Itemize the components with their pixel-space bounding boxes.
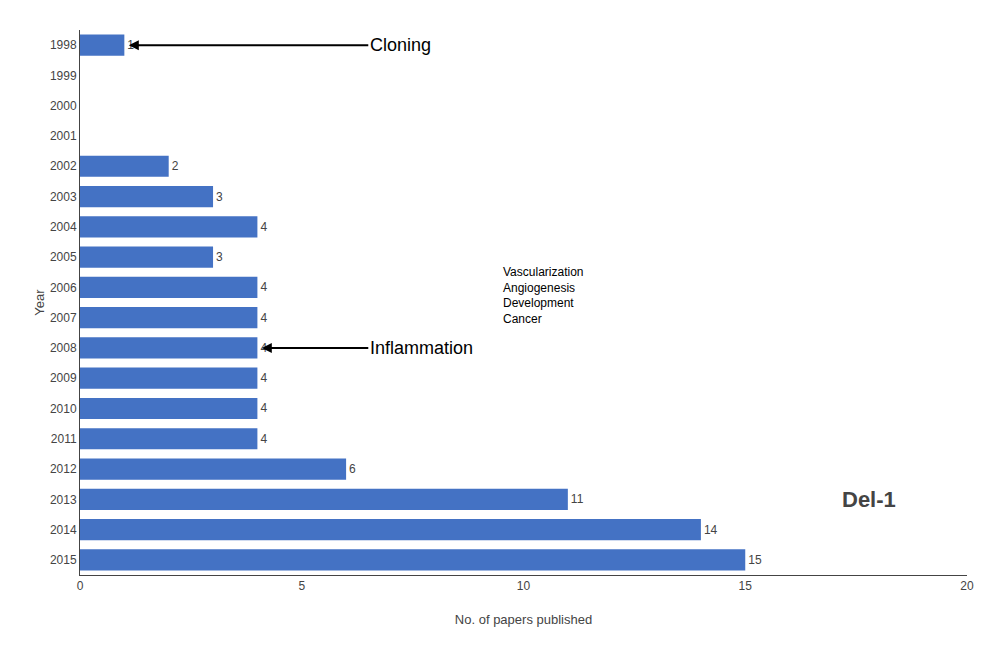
svg-text:4: 4 — [260, 220, 267, 234]
svg-text:VascularizationAngiogenesisDev: VascularizationAngiogenesisDevelopmentCa… — [503, 265, 583, 326]
svg-text:5: 5 — [298, 579, 305, 593]
svg-text:10: 10 — [517, 579, 531, 593]
svg-text:2004: 2004 — [50, 220, 77, 234]
svg-text:4: 4 — [260, 401, 267, 415]
svg-text:6: 6 — [349, 462, 356, 476]
svg-text:2007: 2007 — [50, 311, 77, 325]
svg-text:3: 3 — [216, 250, 223, 264]
svg-text:3: 3 — [216, 190, 223, 204]
svg-text:2002: 2002 — [50, 159, 77, 173]
svg-text:No. of papers published: No. of papers published — [455, 612, 592, 627]
svg-text:4: 4 — [260, 432, 267, 446]
svg-text:2012: 2012 — [50, 462, 77, 476]
svg-text:2015: 2015 — [50, 553, 77, 567]
svg-text:1: 1 — [127, 38, 134, 52]
svg-text:2009: 2009 — [50, 371, 77, 385]
svg-text:15: 15 — [748, 553, 762, 567]
svg-text:20: 20 — [960, 579, 974, 593]
svg-text:2000: 2000 — [50, 99, 77, 113]
svg-text:2011: 2011 — [51, 432, 77, 446]
svg-text:Del-1: Del-1 — [842, 487, 896, 512]
svg-text:2: 2 — [172, 159, 179, 173]
svg-text:2013: 2013 — [50, 493, 77, 507]
svg-text:2005: 2005 — [50, 250, 77, 264]
svg-text:15: 15 — [739, 579, 753, 593]
svg-text:11: 11 — [571, 492, 584, 506]
svg-text:2010: 2010 — [50, 402, 77, 416]
svg-text:14: 14 — [704, 523, 718, 537]
svg-text:Inflammation: Inflammation — [370, 338, 473, 358]
svg-text:2008: 2008 — [50, 341, 77, 355]
svg-text:4: 4 — [260, 341, 267, 355]
svg-text:0: 0 — [77, 579, 84, 593]
svg-text:2001: 2001 — [50, 129, 77, 143]
svg-text:2003: 2003 — [50, 190, 77, 204]
svg-text:Year: Year — [32, 289, 47, 316]
svg-text:2014: 2014 — [50, 523, 77, 537]
svg-text:Cloning: Cloning — [370, 35, 431, 55]
svg-text:2006: 2006 — [50, 281, 77, 295]
svg-text:4: 4 — [260, 311, 267, 325]
svg-text:1998: 1998 — [50, 38, 77, 52]
svg-text:4: 4 — [260, 371, 267, 385]
svg-text:4: 4 — [260, 280, 267, 294]
svg-text:1999: 1999 — [50, 69, 77, 83]
